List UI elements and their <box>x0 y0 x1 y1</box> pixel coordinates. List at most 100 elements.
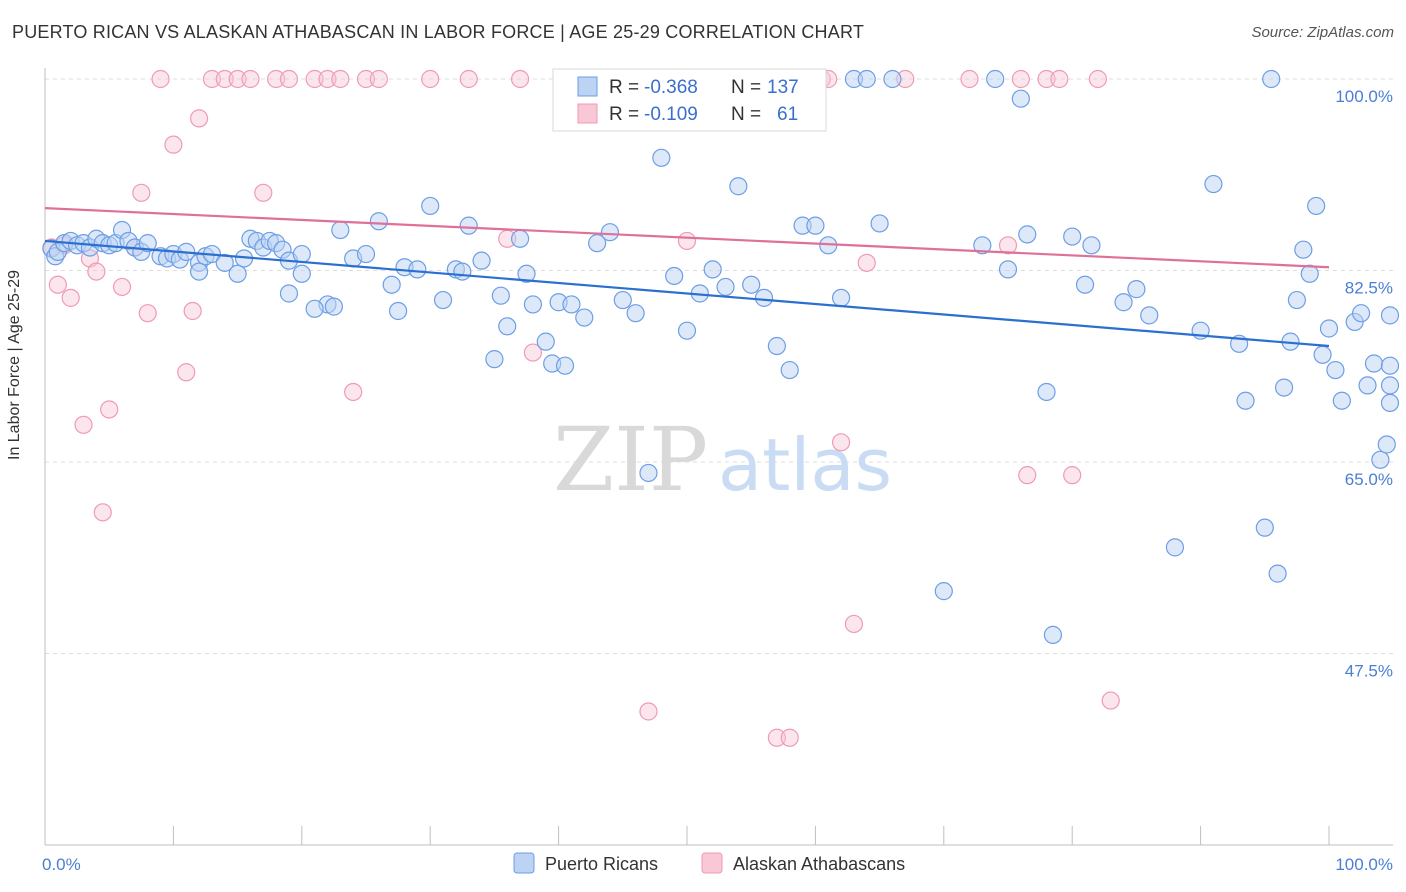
point-alaskan-athabascan-29 <box>356 69 376 89</box>
point-alaskan-athabascan-38 <box>677 231 697 251</box>
point-alaskan-athabascan-16 <box>183 301 202 321</box>
point-puerto-rican-26 <box>228 264 247 283</box>
point-alaskan-athabascan-58 <box>1063 466 1082 485</box>
point-puerto-rican-110 <box>1236 391 1255 410</box>
point-alaskan-athabascan-53 <box>998 236 1018 255</box>
point-puerto-rican-40 <box>356 244 376 264</box>
point-puerto-rican-133 <box>1380 306 1400 325</box>
point-puerto-rican-57 <box>491 286 510 305</box>
point-puerto-rican-104 <box>1127 280 1146 299</box>
axes <box>44 68 1393 846</box>
point-puerto-rican-54 <box>459 216 478 235</box>
point-alaskan-athabascan-25 <box>305 69 324 89</box>
point-puerto-rican-97 <box>1018 225 1037 244</box>
point-puerto-rican-77 <box>703 260 722 279</box>
x-tick-labels: 0.0% 100.0% <box>42 855 1393 874</box>
point-puerto-rican-82 <box>767 336 786 356</box>
puerto-rican-points <box>42 69 1400 644</box>
point-puerto-rican-58 <box>498 317 517 336</box>
point-puerto-rican-90 <box>870 214 889 233</box>
point-puerto-rican-37 <box>324 297 343 316</box>
legend-swatch-puerto-ricans <box>577 76 598 97</box>
point-alaskan-athabascan-34 <box>510 69 530 89</box>
point-puerto-rican-60 <box>517 264 536 283</box>
legend-n-label-2: N = <box>731 104 761 125</box>
legend-n-value-2: 61 <box>777 104 798 125</box>
point-alaskan-athabascan-14 <box>164 135 183 154</box>
point-puerto-rican-74 <box>665 266 684 286</box>
legend-swatch-alaskan-athabascans <box>577 103 598 124</box>
point-alaskan-athabascan-30 <box>369 69 388 89</box>
point-puerto-rican-80 <box>742 275 761 294</box>
point-puerto-rican-121 <box>1319 319 1339 338</box>
point-puerto-rican-102 <box>1082 236 1101 255</box>
point-puerto-rican-16 <box>138 234 157 253</box>
point-puerto-rican-118 <box>1300 264 1319 283</box>
point-puerto-rican-69 <box>600 223 620 242</box>
bottom-legend-alaskan-athabascans: Alaskan Athabascans <box>733 854 905 874</box>
point-alaskan-athabascan-56 <box>1037 69 1056 89</box>
point-puerto-rican-95 <box>998 260 1018 279</box>
bottom-legend-swatch-alaskan-athabascans <box>701 852 723 874</box>
trendline-alaskan-athabascans <box>44 207 1330 269</box>
point-puerto-rican-126 <box>1358 376 1377 395</box>
point-puerto-rican-83 <box>780 360 799 380</box>
legend-r-label-2: R = <box>609 104 639 125</box>
point-alaskan-athabascan-28 <box>344 382 363 402</box>
point-puerto-rican-41 <box>292 264 311 283</box>
legend-n-value-1: 137 <box>767 77 799 98</box>
point-puerto-rican-56 <box>485 350 504 369</box>
legend-r-label-1: R = <box>609 77 639 98</box>
y-tick-labels: 100.0% 82.5% 65.0% 47.5% <box>1335 87 1393 681</box>
point-puerto-rican-49 <box>408 260 427 279</box>
point-puerto-rican-53 <box>453 262 472 281</box>
y-tick-label-0: 100.0% <box>1335 87 1393 106</box>
point-puerto-rican-89 <box>857 69 876 89</box>
point-puerto-rican-71 <box>626 304 645 323</box>
point-puerto-rican-125 <box>1351 304 1371 323</box>
point-puerto-rican-106 <box>1165 538 1185 557</box>
point-puerto-rican-131 <box>1380 376 1400 395</box>
point-alaskan-athabascan-17 <box>189 109 209 128</box>
point-puerto-rican-46 <box>382 275 401 294</box>
point-puerto-rican-116 <box>1287 290 1307 310</box>
point-alaskan-athabascan-8 <box>100 400 119 419</box>
point-alaskan-athabascan-54 <box>1011 69 1030 89</box>
point-alaskan-athabascan-32 <box>459 69 478 89</box>
y-tick-label-2: 65.0% <box>1345 470 1393 489</box>
point-puerto-rican-70 <box>613 290 632 310</box>
point-alaskan-athabascan-60 <box>1101 691 1120 710</box>
point-puerto-rican-100 <box>1063 227 1082 246</box>
legend-r-value-2: -0.109 <box>644 104 698 125</box>
point-puerto-rican-72 <box>639 463 658 483</box>
point-alaskan-athabascan-31 <box>421 69 440 89</box>
trendline-puerto-ricans <box>44 239 1330 348</box>
point-alaskan-athabascan-21 <box>241 69 260 89</box>
point-alaskan-athabascan-48 <box>831 433 851 452</box>
point-alaskan-athabascan-7 <box>93 503 112 522</box>
point-alaskan-athabascan-6 <box>87 262 106 281</box>
watermark-zip: ZIP <box>553 408 708 511</box>
trend-lines <box>44 207 1330 348</box>
point-puerto-rican-35 <box>292 244 311 264</box>
point-alaskan-athabascan-59 <box>1088 69 1107 89</box>
point-puerto-rican-67 <box>575 308 594 327</box>
point-alaskan-athabascan-18 <box>202 69 222 89</box>
chart-title: PUERTO RICAN VS ALASKAN ATHABASCAN IN LA… <box>12 22 865 42</box>
point-puerto-rican-128 <box>1371 450 1390 469</box>
point-alaskan-athabascan-52 <box>960 69 979 89</box>
point-puerto-rican-101 <box>1075 275 1095 294</box>
point-puerto-rican-103 <box>1114 293 1133 312</box>
point-puerto-rican-47 <box>389 301 408 321</box>
point-puerto-rican-113 <box>1268 564 1287 583</box>
point-alaskan-athabascan-24 <box>279 69 299 89</box>
point-puerto-rican-75 <box>677 321 697 340</box>
point-puerto-rican-130 <box>1380 393 1400 413</box>
point-alaskan-athabascan-4 <box>74 415 93 434</box>
point-alaskan-athabascan-23 <box>267 69 286 89</box>
point-alaskan-athabascan-1 <box>48 275 67 294</box>
point-alaskan-athabascan-35 <box>523 343 543 362</box>
point-puerto-rican-59 <box>510 229 530 248</box>
point-puerto-rican-25 <box>215 253 234 272</box>
